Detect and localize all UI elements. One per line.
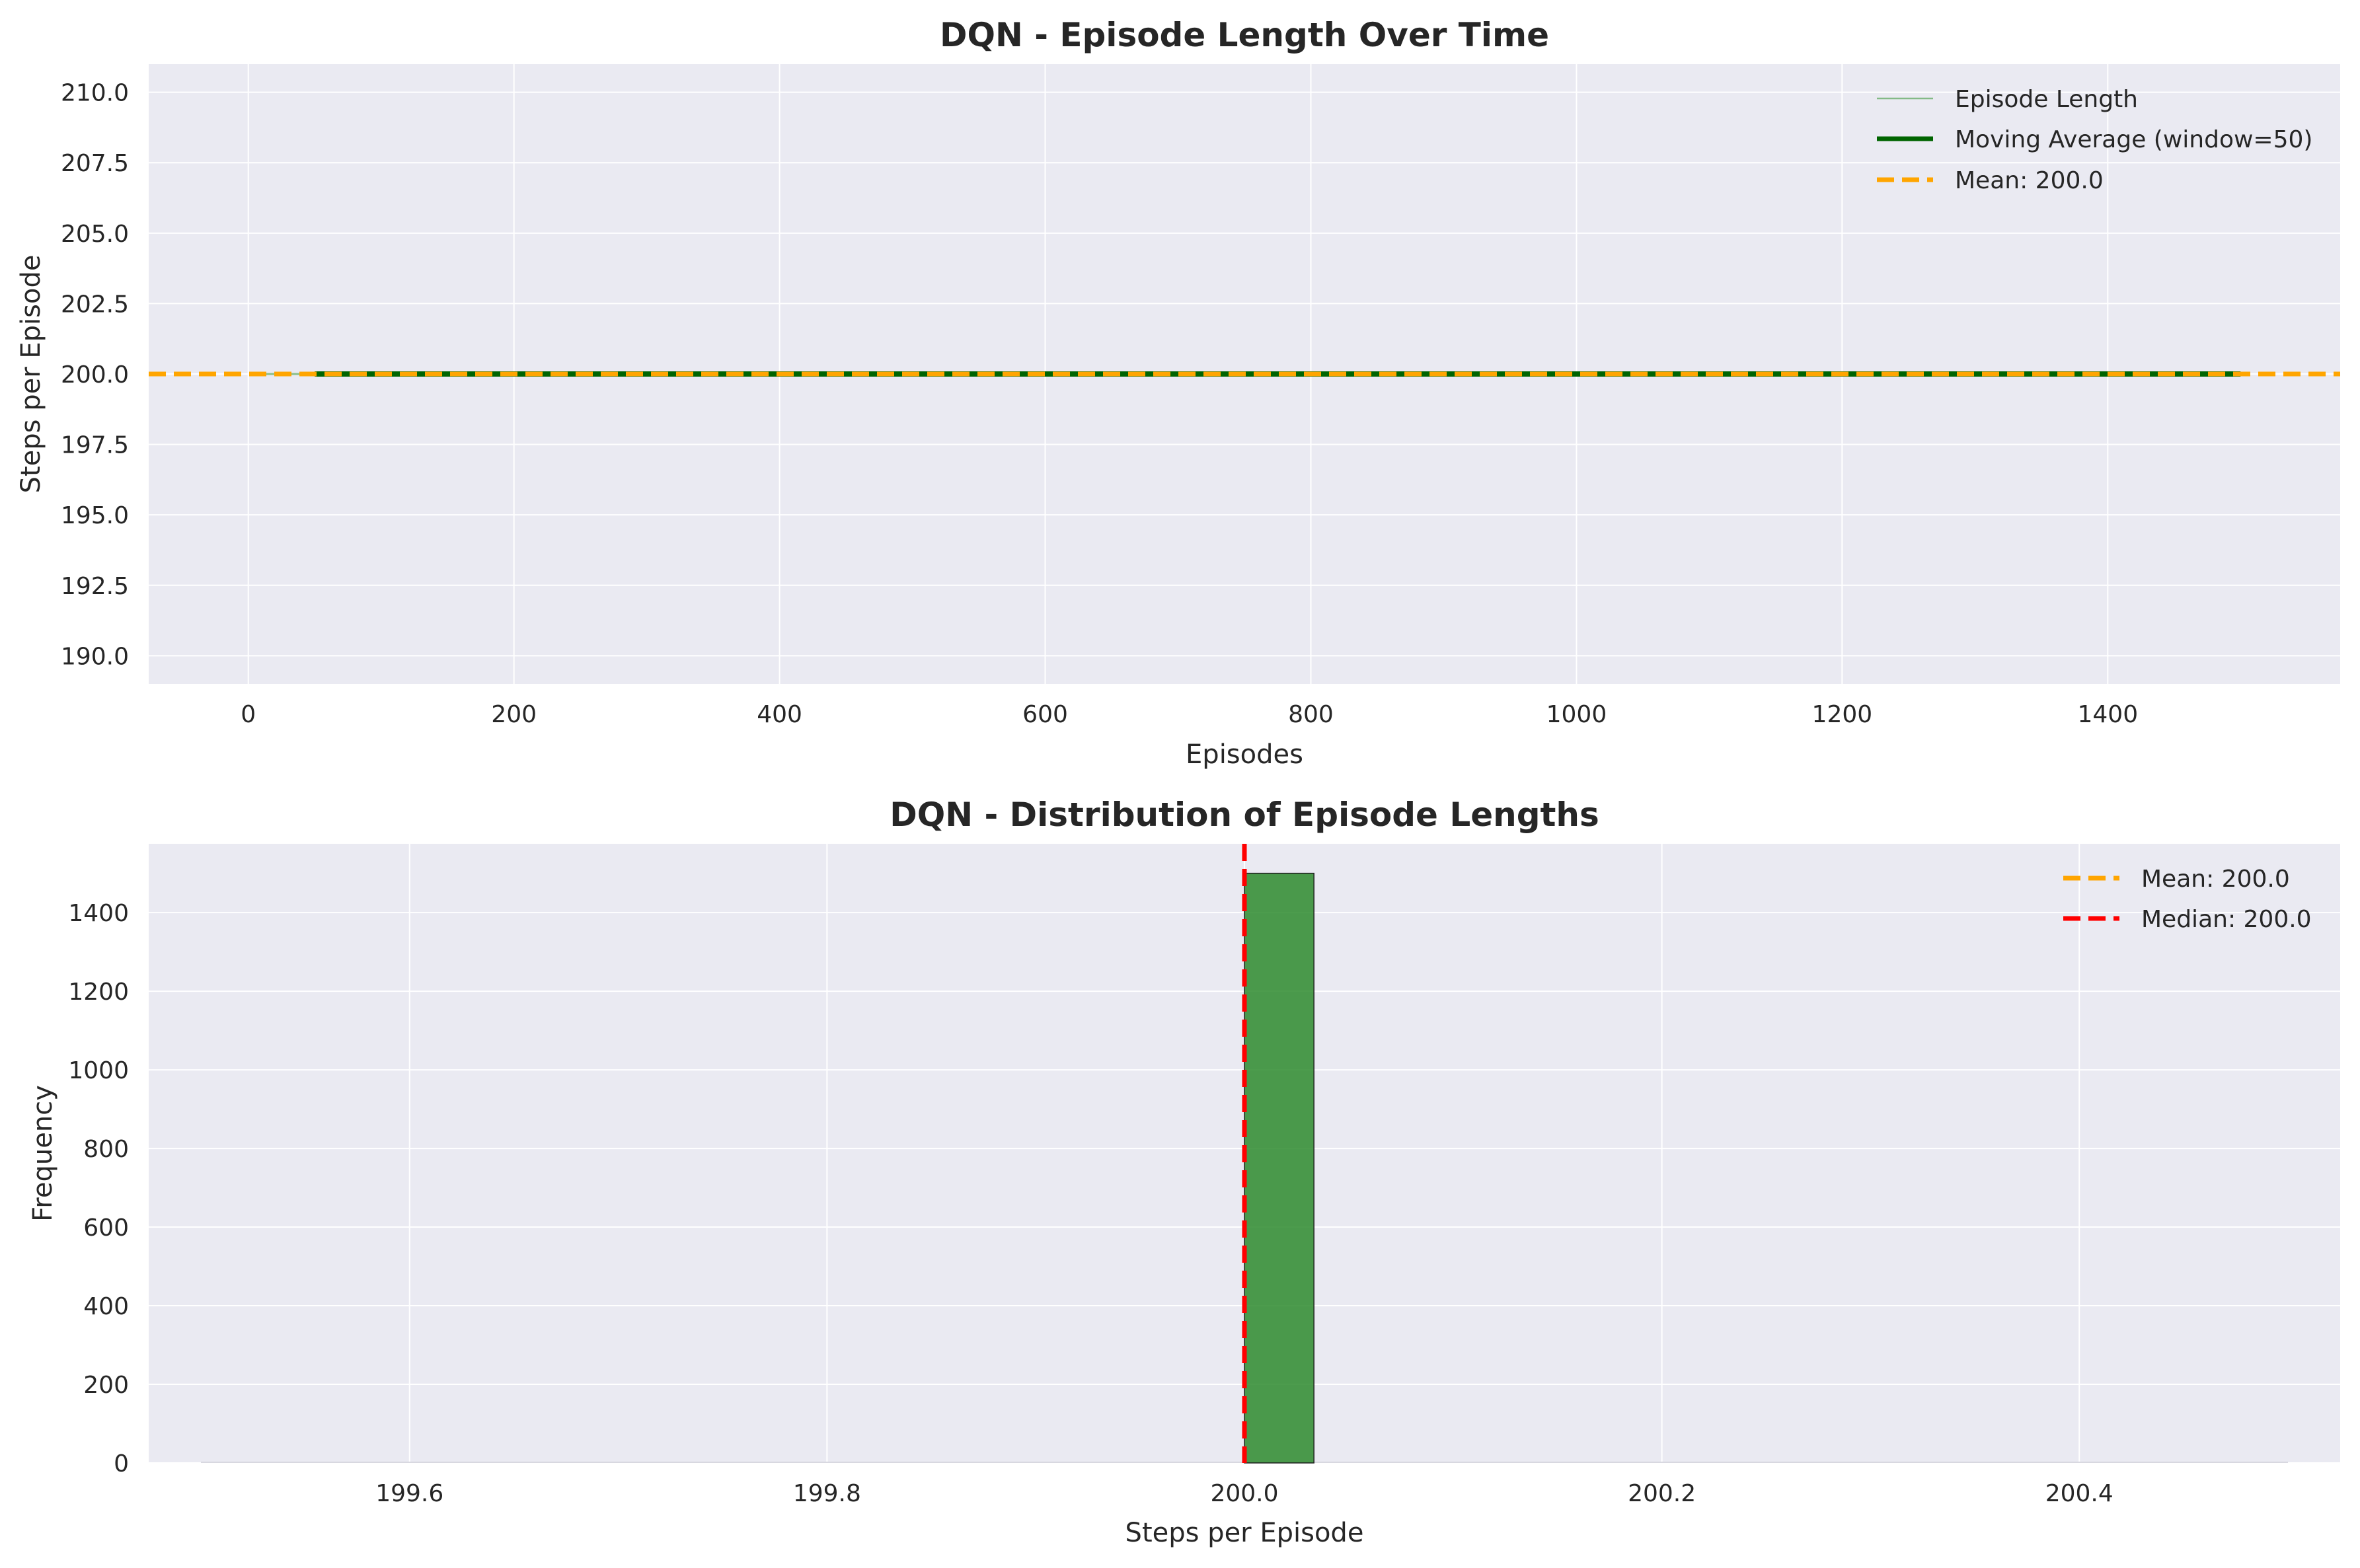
y-axis-label: Frequency [28, 1085, 58, 1222]
line-chart: 0 200 400 600 800 1000 1200 1400 190.0 192.5 195.… [16, 16, 2340, 770]
x-tick-label: 0 [241, 701, 256, 728]
y-tick-label: 1400 [68, 900, 129, 927]
y-tick-label: 600 [83, 1214, 129, 1242]
x-axis-label: Episodes [1186, 739, 1303, 770]
y-tick-label: 210.0 [61, 80, 129, 107]
x-tick-label: 200.0 [1210, 1480, 1278, 1507]
y-tick-label: 205.0 [61, 221, 129, 248]
x-tick-label: 199.6 [375, 1480, 443, 1507]
legend-label-median: Median: 200.0 [2141, 906, 2312, 933]
legend-label-mean: Mean: 200.0 [1955, 167, 2104, 194]
legend-label-moving-average: Moving Average (window=50) [1955, 126, 2312, 153]
histogram-bar [1244, 872, 1314, 1464]
chart-title: DQN - Distribution of Episode Lengths [890, 796, 1599, 834]
x-tick-label: 1400 [2077, 701, 2138, 728]
y-axis-label: Steps per Episode [16, 255, 46, 494]
x-tick-label: 400 [757, 701, 802, 728]
histogram-chart: 199.6 199.8 200.0 200.2 200.4 0 200 400 600 800 1… [28, 796, 2340, 1548]
legend-label-episode-length: Episode Length [1955, 86, 2138, 113]
y-tick-label: 0 [114, 1450, 129, 1477]
plot-marks [200, 844, 2289, 1464]
x-axis-label: Steps per Episode [1125, 1518, 1364, 1548]
y-tick-label: 192.5 [61, 573, 129, 600]
x-tick-label: 800 [1288, 701, 1334, 728]
x-tick-label: 200.4 [2045, 1480, 2113, 1507]
x-tick-label: 1000 [1546, 701, 1607, 728]
x-tick-label: 200 [491, 701, 537, 728]
y-tick-label: 400 [83, 1293, 129, 1320]
x-tick-label: 600 [1022, 701, 1068, 728]
y-ticks: 0 200 400 600 800 1000 1200 1400 [68, 900, 129, 1477]
y-tick-label: 197.5 [61, 432, 129, 459]
x-tick-label: 1200 [1812, 701, 1873, 728]
x-tick-label: 199.8 [793, 1480, 861, 1507]
y-tick-label: 1200 [68, 979, 129, 1006]
y-ticks: 190.0 192.5 195.0 197.5 200.0 202.5 205.0 207.5… [61, 80, 129, 671]
x-tick-label: 200.2 [1628, 1480, 1696, 1507]
y-tick-label: 207.5 [61, 150, 129, 177]
y-tick-label: 800 [83, 1136, 129, 1163]
legend: Episode Length Moving Average (window=50… [1877, 86, 2312, 194]
y-tick-label: 200 [83, 1372, 129, 1399]
y-tick-label: 195.0 [61, 502, 129, 529]
grid [149, 64, 2340, 684]
y-tick-label: 202.5 [61, 291, 129, 318]
legend-label-mean: Mean: 200.0 [2141, 866, 2290, 893]
chart-title: DQN - Episode Length Over Time [940, 16, 1549, 54]
legend: Mean: 200.0 Median: 200.0 [2063, 866, 2312, 933]
y-tick-label: 200.0 [61, 361, 129, 389]
x-ticks: 199.6 199.8 200.0 200.2 200.4 [375, 1480, 2113, 1507]
y-tick-label: 1000 [68, 1057, 129, 1084]
x-ticks: 0 200 400 600 800 1000 1200 1400 [241, 701, 2138, 728]
y-tick-label: 190.0 [61, 643, 129, 670]
